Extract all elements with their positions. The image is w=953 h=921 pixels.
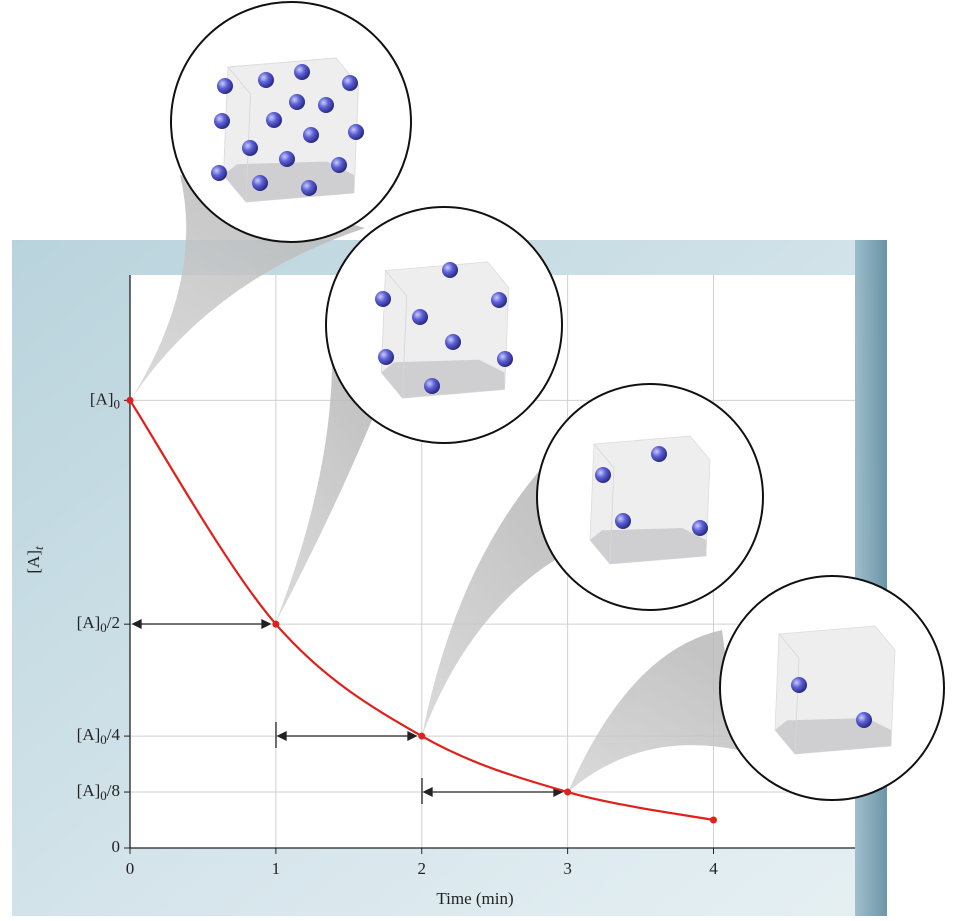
- x-axis-label: Time (min): [436, 889, 513, 908]
- y-tick-label: [A]0/8: [77, 781, 120, 803]
- data-point: [272, 621, 279, 628]
- x-tick-label: 2: [418, 859, 427, 878]
- chart: 0[A]0/8[A]0/4[A]0/2[A]001234 Time (min) …: [0, 0, 953, 921]
- y-axis-label: [A]t: [24, 546, 46, 574]
- data-point: [127, 397, 134, 404]
- y-tick-label: 0: [112, 837, 121, 856]
- data-point: [418, 733, 425, 740]
- x-tick-label: 4: [709, 859, 718, 878]
- data-point: [564, 789, 571, 796]
- x-tick-label: 3: [563, 859, 572, 878]
- x-tick-label: 1: [272, 859, 281, 878]
- y-tick-label: [A]0/2: [77, 613, 120, 635]
- y-tick-label: [A]0/4: [77, 725, 121, 747]
- data-point: [710, 817, 717, 824]
- x-tick-label: 0: [126, 859, 135, 878]
